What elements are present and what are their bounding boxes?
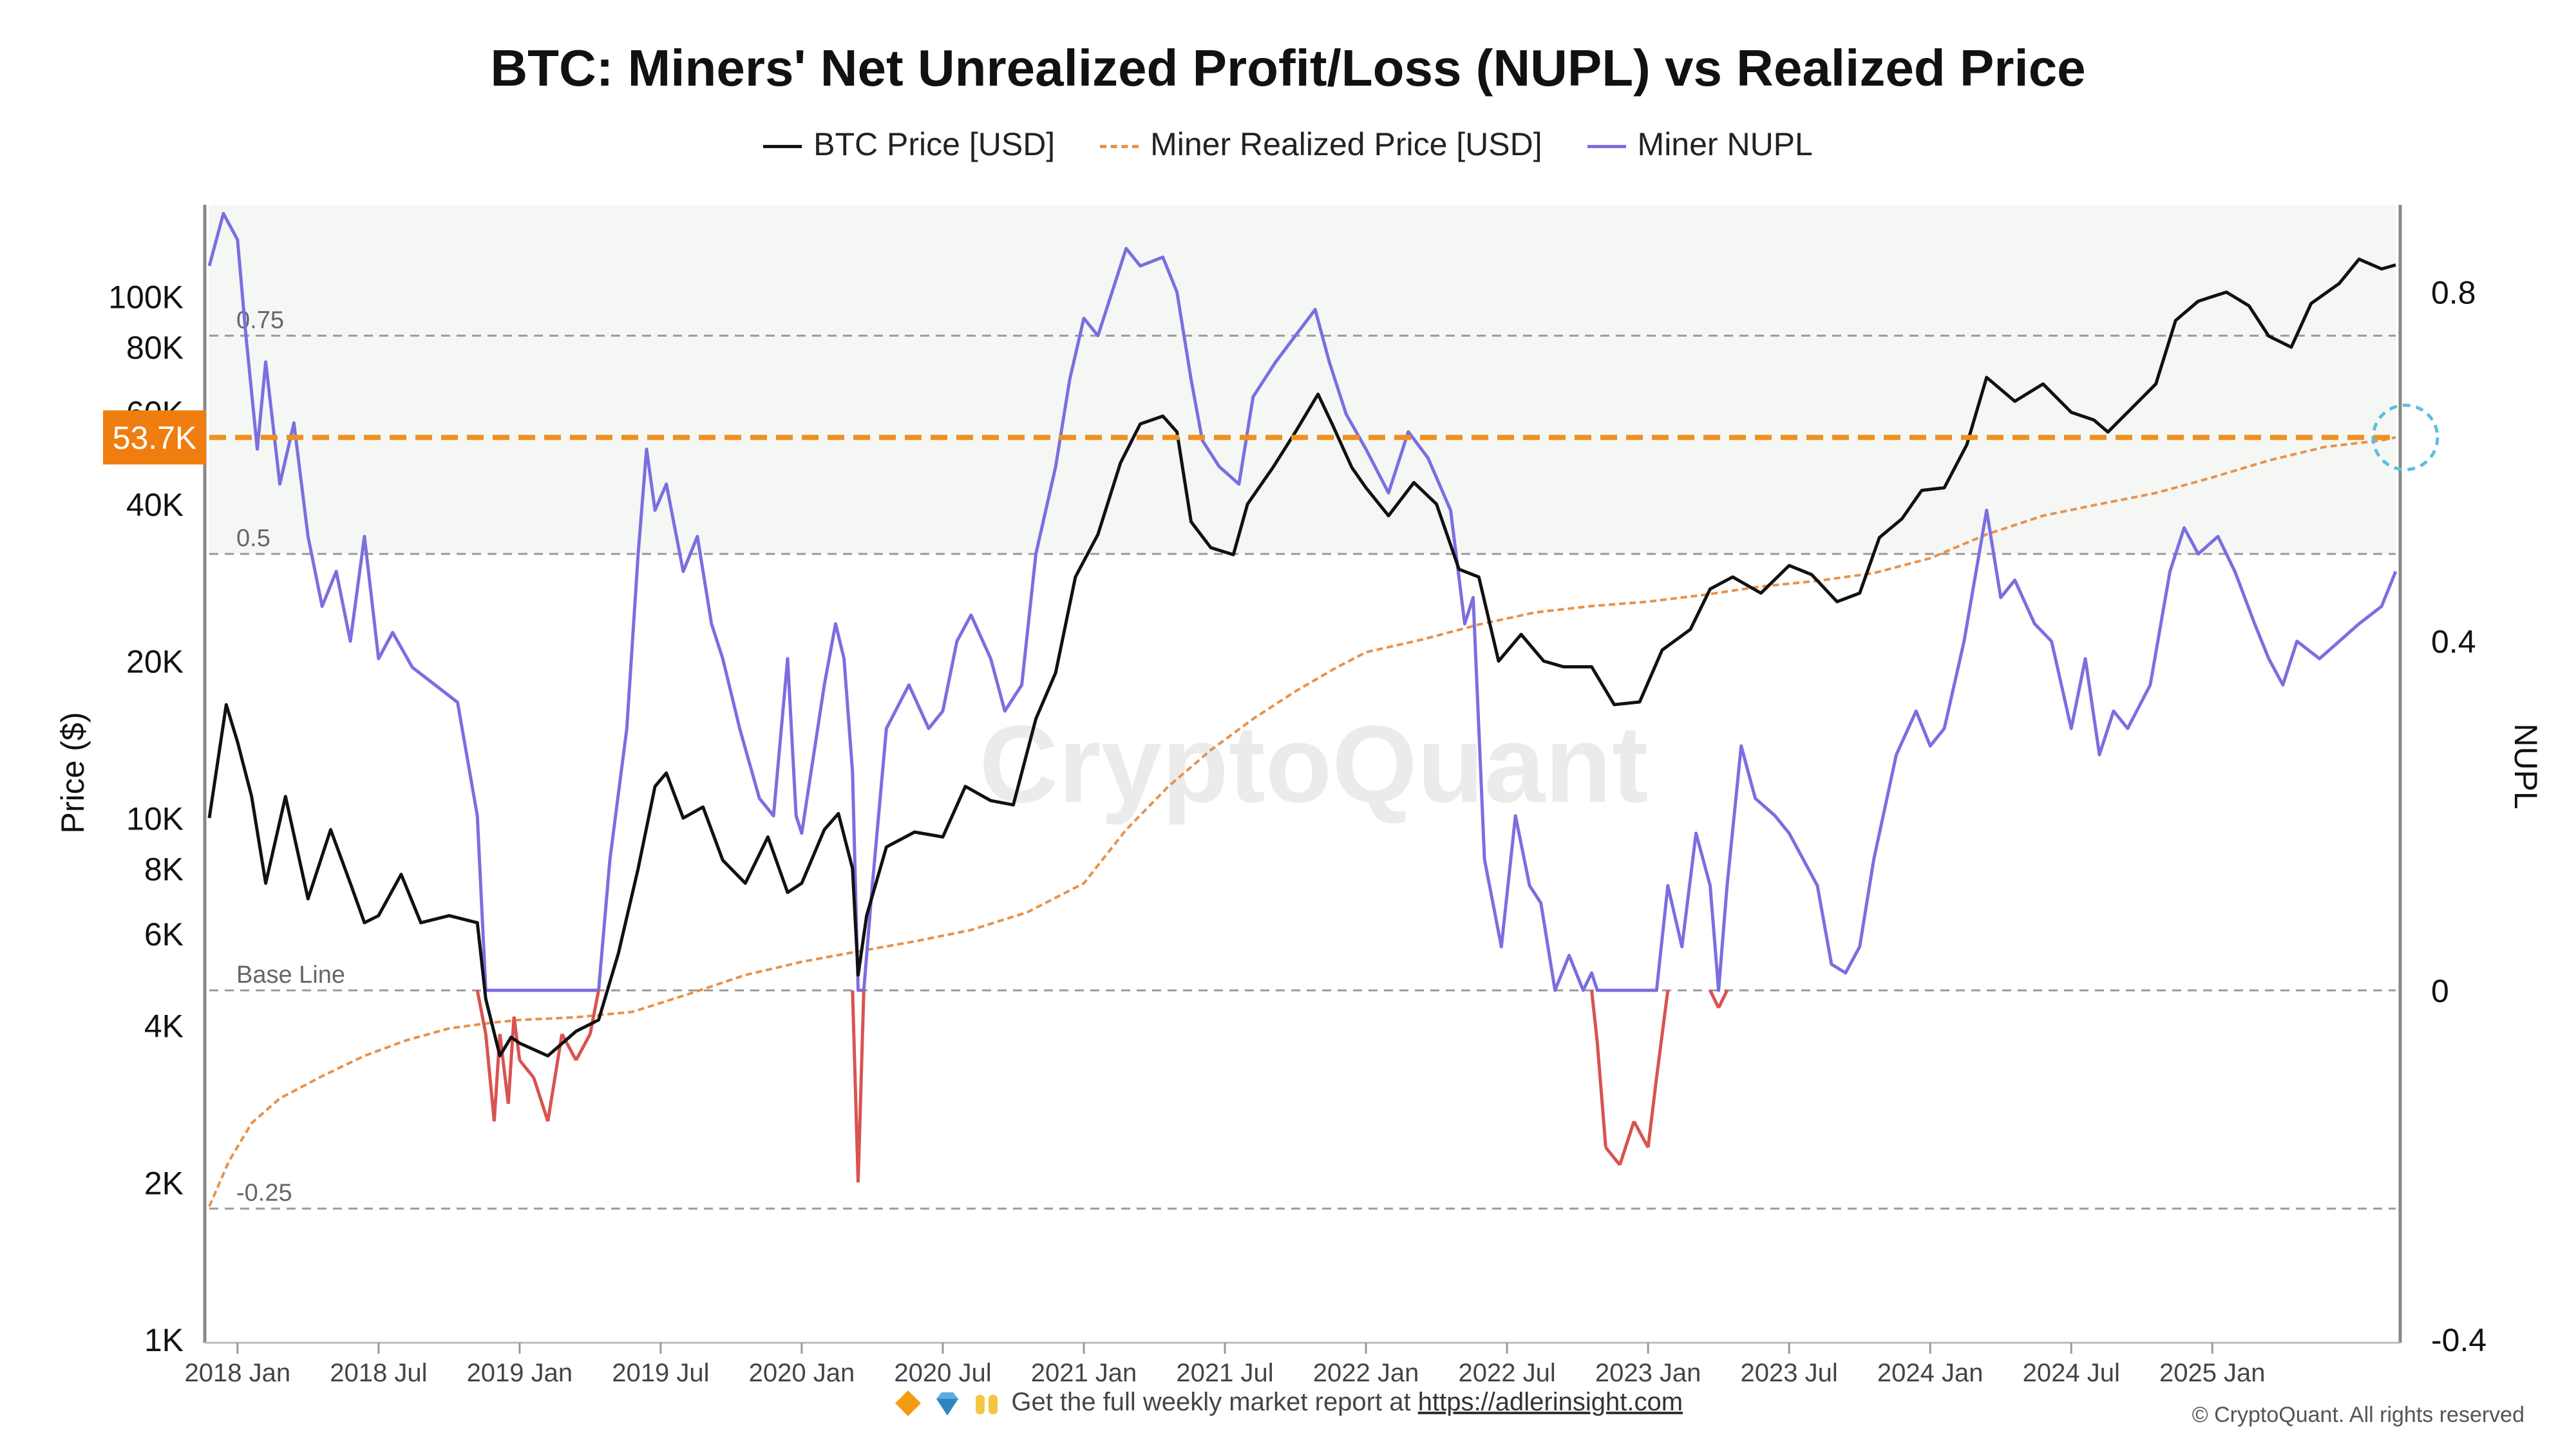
left-tick-label-9: 80K: [126, 330, 184, 366]
legend-swatch-btc-price: [763, 145, 802, 149]
x-tick-label-11: 2023 Jul: [1741, 1359, 1838, 1387]
series-miner-nupl: [207, 212, 2398, 992]
x-tick-label-13: 2024 Jul: [2023, 1359, 2120, 1387]
raised-hands-icon: [976, 1395, 998, 1415]
ref-label-1: 0.5: [236, 525, 270, 552]
diamond-orange-icon: [895, 1390, 921, 1417]
x-tick-label-3: 2019 Jul: [612, 1359, 709, 1387]
legend-swatch-miner-realized-price: [1100, 145, 1139, 149]
x-tick-label-14: 2025 Jan: [2159, 1359, 2266, 1387]
highlight-layer: 53.7K: [103, 403, 2439, 471]
ref-label-3: -0.25: [236, 1180, 292, 1207]
ref-label-2: Base Line: [236, 961, 345, 989]
footer-link[interactable]: https://adlerinsight.com: [1417, 1388, 1683, 1416]
right-tick-label-0: 0.8: [2431, 275, 2476, 311]
legend-item-miner-realized-price[interactable]: Miner Realized Price [USD]: [1100, 126, 1542, 163]
highlight-label: 53.7K: [113, 420, 197, 456]
left-tick-label-1: 2K: [144, 1165, 184, 1201]
x-tick-label-10: 2023 Jan: [1595, 1359, 1701, 1387]
x-tick-label-12: 2024 Jan: [1877, 1359, 1984, 1387]
footer: Get the full weekly market report at htt…: [0, 1388, 2576, 1418]
legend-label-miner-realized-price: Miner Realized Price [USD]: [1150, 126, 1542, 162]
right-tick-label-3: -0.4: [2431, 1322, 2486, 1358]
x-tick-label-7: 2021 Jul: [1176, 1359, 1273, 1387]
gem-icon: [936, 1392, 959, 1416]
legend-item-miner-nupl[interactable]: Miner NUPL: [1587, 126, 1813, 163]
x-tick-label-5: 2020 Jul: [894, 1359, 991, 1387]
left-tick-label-0: 1K: [144, 1322, 184, 1358]
x-tick-label-9: 2022 Jul: [1458, 1359, 1555, 1387]
left-tick-label-4: 8K: [144, 851, 184, 887]
series-btc-price: [207, 257, 2396, 1057]
left-tick-label-5: 10K: [126, 800, 184, 837]
left-tick-label-3: 6K: [144, 916, 184, 952]
legend-label-btc-price: BTC Price [USD]: [813, 126, 1056, 162]
x-tick-label-8: 2022 Jan: [1313, 1359, 1419, 1387]
x-tick-label-0: 2018 Jan: [185, 1359, 291, 1387]
right-axis-title: NUPL: [2508, 723, 2544, 809]
left-tick-label-2: 4K: [144, 1009, 184, 1045]
x-tick-label-6: 2021 Jan: [1031, 1359, 1137, 1387]
nupl-zone-layer: [209, 205, 2396, 554]
copyright: © CryptoQuant. All rights reserved: [2192, 1403, 2524, 1427]
legend-swatch-miner-nupl: [1587, 145, 1626, 149]
series-miner-realized-price: [208, 436, 2396, 1208]
left-axis-title: Price ($): [55, 712, 91, 834]
left-tick-label-10: 100K: [108, 279, 184, 316]
highlight-badge: [103, 410, 206, 465]
series-layer: [207, 212, 2398, 1208]
x-tick-label-4: 2020 Jan: [749, 1359, 855, 1387]
x-tick-label-2: 2019 Jan: [467, 1359, 573, 1387]
left-tick-label-7: 40K: [126, 487, 184, 523]
legend-label-miner-nupl: Miner NUPL: [1637, 126, 1813, 162]
current-value-marker: [2371, 403, 2439, 471]
footer-text: Get the full weekly market report at: [1011, 1388, 1411, 1416]
left-tick-label-6: 20K: [126, 644, 184, 680]
series-miner-nupl-negative: [475, 989, 1729, 1183]
watermark: CryptoQuant: [980, 703, 1649, 826]
axes-layer: 1K2K4K6K8K10K20K40K60K80K100K0.80.40-0.4…: [55, 205, 2544, 1387]
legend-item-btc-price[interactable]: BTC Price [USD]: [763, 126, 1055, 163]
nupl-zone-band: [209, 205, 2396, 554]
chart-title: BTC: Miners' Net Unrealized Profit/Loss …: [490, 39, 2086, 97]
legend: BTC Price [USD] Miner Realized Price [US…: [0, 126, 2576, 163]
right-tick-label-1: 0.4: [2431, 624, 2476, 660]
x-tick-label-1: 2018 Jul: [330, 1359, 427, 1387]
right-tick-label-2: 0: [2431, 973, 2449, 1009]
